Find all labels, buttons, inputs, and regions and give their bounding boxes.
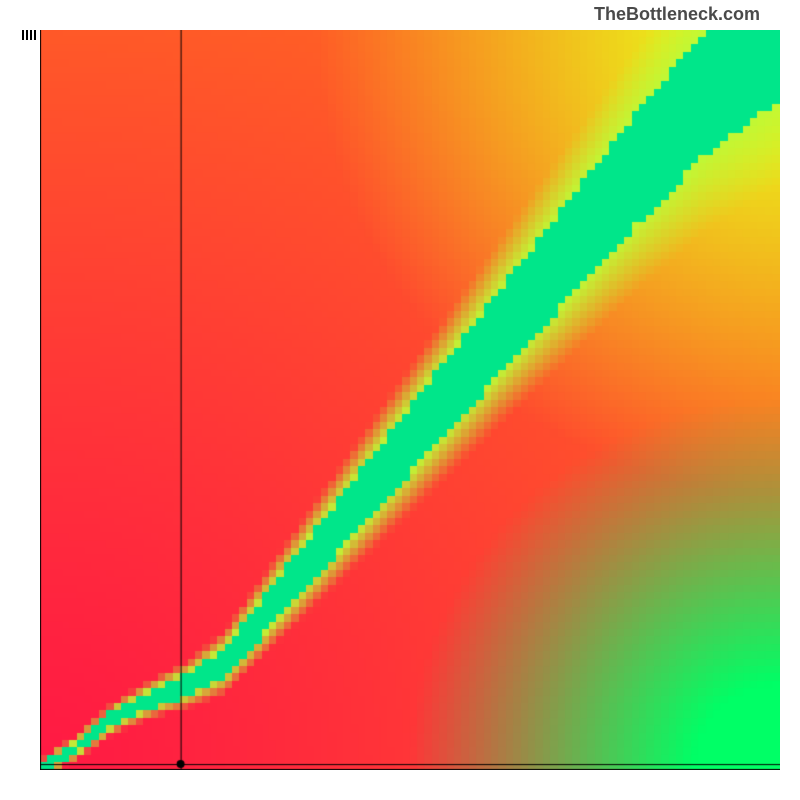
- y-axis-tick-cluster: [22, 30, 40, 42]
- y-tick-mark: [34, 30, 36, 40]
- crosshair-overlay: [40, 30, 780, 770]
- y-tick-mark: [22, 30, 24, 40]
- y-tick-mark: [30, 30, 32, 40]
- heatmap-plot: [40, 30, 780, 770]
- y-tick-mark: [26, 30, 28, 40]
- watermark-text: TheBottleneck.com: [594, 4, 760, 25]
